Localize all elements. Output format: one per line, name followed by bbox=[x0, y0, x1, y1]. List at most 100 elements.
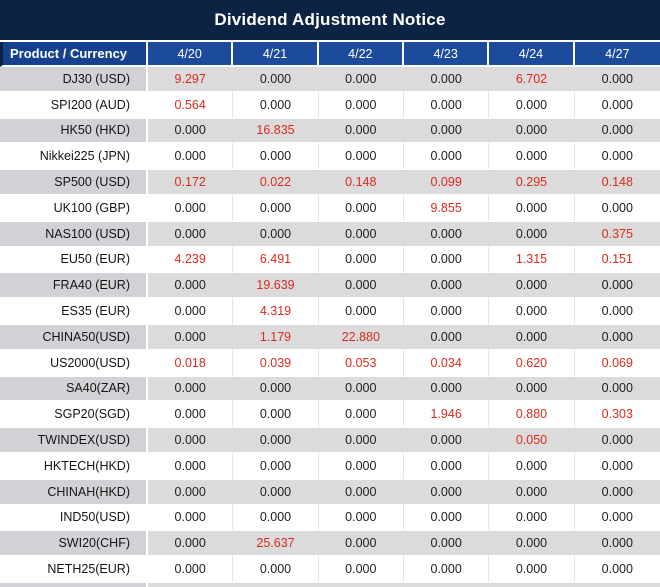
value-cell: 0.000 bbox=[403, 299, 490, 325]
column-header-date: 4/20 bbox=[148, 42, 234, 67]
value-cell: 0.000 bbox=[318, 118, 404, 145]
value-cell bbox=[148, 582, 234, 587]
value-cell: 0.000 bbox=[318, 221, 404, 248]
value-cell: 0.000 bbox=[574, 531, 660, 558]
value-cell: 0.000 bbox=[574, 67, 660, 93]
product-label: Nikkei225 (JPN) bbox=[0, 144, 148, 171]
table-row: SA40(ZAR) 0.000 0.000 0.000 0.000 0.000 0.000 bbox=[0, 376, 660, 403]
table-row: US2000(USD) 0.018 0.039 0.053 0.034 0.620 0.06… bbox=[0, 350, 660, 377]
product-label: NAS100 (USD) bbox=[0, 221, 148, 248]
value-cell: 4.239 bbox=[148, 247, 234, 274]
product-label: SP500 (USD) bbox=[0, 170, 148, 196]
product-label: UK100 (GBP) bbox=[0, 195, 148, 222]
product-label: TWINDEX(USD) bbox=[0, 428, 148, 454]
value-cell: 0.000 bbox=[403, 67, 490, 93]
value-cell: 0.000 bbox=[233, 92, 319, 119]
value-cell: 22.880 bbox=[318, 324, 404, 351]
table-body: DJ30 (USD) 9.297 0.000 0.000 0.000 6.702 0.000… bbox=[0, 67, 660, 587]
value-cell: 0.000 bbox=[403, 479, 490, 506]
table-row: CHINA50(USD) 0.000 1.179 22.880 0.000 0.000 0.… bbox=[0, 324, 660, 351]
product-label: FRA40 (EUR) bbox=[0, 273, 148, 300]
value-cell: 0.000 bbox=[148, 273, 234, 300]
value-cell: 0.000 bbox=[233, 557, 319, 583]
product-label: HKTECH(HKD) bbox=[0, 453, 148, 480]
value-cell: 0.000 bbox=[318, 144, 404, 171]
product-label: SWI20(CHF) bbox=[0, 531, 148, 558]
product-label: HK50 (HKD) bbox=[0, 118, 148, 145]
value-cell: 0.000 bbox=[403, 221, 490, 248]
value-cell: 0.000 bbox=[403, 376, 490, 403]
table-row: IND50(USD) 0.000 0.000 0.000 0.000 0.000 0.000 bbox=[0, 505, 660, 532]
value-cell: 0.000 bbox=[318, 299, 404, 325]
title-bar: Dividend Adjustment Notice bbox=[0, 0, 660, 42]
value-cell: 0.000 bbox=[148, 376, 234, 403]
value-cell: 1.179 bbox=[233, 324, 319, 351]
value-cell: 0.000 bbox=[403, 273, 490, 300]
table-row: SPI200 (AUD) 0.564 0.000 0.000 0.000 0.000 0.0… bbox=[0, 92, 660, 119]
value-cell: 0.000 bbox=[489, 118, 575, 145]
product-label: US2000(USD) bbox=[0, 350, 148, 377]
value-cell: 0.000 bbox=[233, 428, 319, 454]
product-label bbox=[0, 582, 148, 587]
value-cell: 1.946 bbox=[403, 402, 490, 429]
value-cell: 0.000 bbox=[574, 376, 660, 403]
value-cell: 0.000 bbox=[318, 92, 404, 119]
table-row: CHINAH(HKD) 0.000 0.000 0.000 0.000 0.000 0.00… bbox=[0, 479, 660, 506]
value-cell: 0.000 bbox=[318, 247, 404, 274]
value-cell: 0.000 bbox=[574, 195, 660, 222]
value-cell: 0.000 bbox=[318, 402, 404, 429]
value-cell: 0.000 bbox=[403, 531, 490, 558]
value-cell: 0.000 bbox=[489, 479, 575, 506]
table-row: FRA40 (EUR) 0.000 19.639 0.000 0.000 0.000 0.0… bbox=[0, 273, 660, 300]
table-row: SP500 (USD) 0.172 0.022 0.148 0.099 0.295 0.14… bbox=[0, 170, 660, 196]
value-cell: 0.000 bbox=[148, 453, 234, 480]
value-cell: 0.000 bbox=[403, 247, 490, 274]
value-cell: 0.000 bbox=[233, 376, 319, 403]
value-cell: 0.000 bbox=[489, 195, 575, 222]
value-cell: 0.000 bbox=[489, 273, 575, 300]
value-cell: 1.315 bbox=[489, 247, 575, 274]
table-row: SWI20(CHF) 0.000 25.637 0.000 0.000 0.000 0.00… bbox=[0, 531, 660, 558]
value-cell: 0.000 bbox=[148, 402, 234, 429]
value-cell: 0.022 bbox=[233, 170, 319, 196]
column-header-date: 4/21 bbox=[233, 42, 319, 67]
value-cell: 16.835 bbox=[233, 118, 319, 145]
value-cell: 0.295 bbox=[489, 170, 575, 196]
value-cell: 0.000 bbox=[489, 221, 575, 248]
value-cell: 0.000 bbox=[574, 144, 660, 171]
value-cell: 0.000 bbox=[148, 144, 234, 171]
value-cell: 0.053 bbox=[318, 350, 404, 377]
value-cell: 0.000 bbox=[403, 557, 490, 583]
value-cell: 0.000 bbox=[233, 221, 319, 248]
value-cell: 0.050 bbox=[489, 428, 575, 454]
product-label: EU50 (EUR) bbox=[0, 247, 148, 274]
value-cell: 0.000 bbox=[403, 428, 490, 454]
value-cell: 0.000 bbox=[148, 531, 234, 558]
value-cell: 0.564 bbox=[148, 92, 234, 119]
product-label: CHINAH(HKD) bbox=[0, 479, 148, 506]
dividend-table: Product / Currency 4/20 4/21 4/22 4/23 4/24 4/… bbox=[0, 42, 660, 587]
value-cell: 0.034 bbox=[403, 350, 490, 377]
page-title: Dividend Adjustment Notice bbox=[214, 10, 446, 29]
value-cell: 0.000 bbox=[403, 144, 490, 171]
value-cell: 0.000 bbox=[489, 92, 575, 119]
table-row: NAS100 (USD) 0.000 0.000 0.000 0.000 0.000 0.3… bbox=[0, 221, 660, 248]
value-cell: 0.000 bbox=[489, 531, 575, 558]
value-cell: 0.000 bbox=[574, 92, 660, 119]
value-cell: 0.000 bbox=[148, 221, 234, 248]
table-row: TWINDEX(USD) 0.000 0.000 0.000 0.000 0.050 0.0… bbox=[0, 428, 660, 454]
value-cell: 0.000 bbox=[574, 299, 660, 325]
value-cell: 0.000 bbox=[489, 376, 575, 403]
value-cell: 0.069 bbox=[574, 350, 660, 377]
column-header-date: 4/24 bbox=[489, 42, 575, 67]
value-cell: 0.151 bbox=[574, 247, 660, 274]
value-cell: 0.000 bbox=[574, 273, 660, 300]
value-cell: 0.000 bbox=[489, 144, 575, 171]
table-row: SGP20(SGD) 0.000 0.000 0.000 1.946 0.880 0.303 bbox=[0, 402, 660, 429]
value-cell: 0.000 bbox=[318, 273, 404, 300]
value-cell: 0.000 bbox=[148, 557, 234, 583]
table-row: EU50 (EUR) 4.239 6.491 0.000 0.000 1.315 0.151 bbox=[0, 247, 660, 274]
table-row: HK50 (HKD) 0.000 16.835 0.000 0.000 0.000 0.00… bbox=[0, 118, 660, 145]
value-cell: 0.000 bbox=[318, 67, 404, 93]
value-cell: 0.000 bbox=[489, 505, 575, 532]
